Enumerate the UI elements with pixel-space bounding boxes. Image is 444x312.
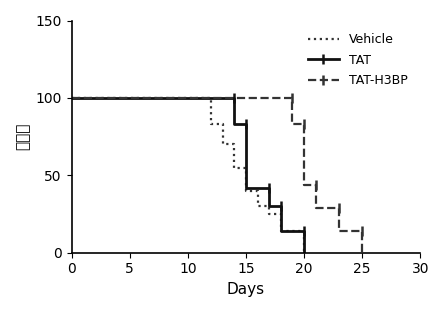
Vehicle xyxy=(266,212,272,216)
TAT xyxy=(243,186,249,190)
TAT-H3BP xyxy=(69,96,74,100)
Vehicle xyxy=(301,229,307,233)
TAT-H3BP xyxy=(360,251,365,255)
Vehicle xyxy=(266,204,272,208)
TAT-H3BP xyxy=(301,122,307,126)
Vehicle xyxy=(278,229,283,233)
Vehicle xyxy=(243,166,249,169)
Legend: Vehicle, TAT, TAT-H3BP: Vehicle, TAT, TAT-H3BP xyxy=(301,27,414,93)
TAT-H3BP xyxy=(336,229,341,233)
Vehicle xyxy=(208,96,214,100)
TAT xyxy=(69,96,74,100)
TAT-H3BP xyxy=(336,206,341,210)
Vehicle xyxy=(243,189,249,193)
TAT xyxy=(232,96,237,100)
Vehicle xyxy=(232,143,237,146)
TAT xyxy=(266,186,272,190)
Line: TAT-H3BP: TAT-H3BP xyxy=(71,98,362,253)
Vehicle xyxy=(278,212,283,216)
TAT xyxy=(278,204,283,208)
TAT xyxy=(301,251,307,255)
TAT xyxy=(232,122,237,126)
Vehicle xyxy=(208,122,214,126)
TAT xyxy=(266,204,272,208)
TAT-H3BP xyxy=(313,183,318,187)
Y-axis label: 生存率: 生存率 xyxy=(15,123,30,150)
TAT-H3BP xyxy=(313,206,318,210)
Line: Vehicle: Vehicle xyxy=(71,98,304,253)
TAT-H3BP xyxy=(266,96,272,100)
TAT xyxy=(278,229,283,233)
Vehicle xyxy=(220,143,226,146)
TAT xyxy=(301,229,307,233)
TAT-H3BP xyxy=(290,96,295,100)
TAT-H3BP xyxy=(290,122,295,126)
Line: TAT: TAT xyxy=(71,98,304,253)
Vehicle xyxy=(232,166,237,169)
TAT xyxy=(243,122,249,126)
Vehicle xyxy=(220,122,226,126)
X-axis label: Days: Days xyxy=(227,282,265,297)
Vehicle xyxy=(255,204,260,208)
Vehicle xyxy=(301,251,307,255)
TAT-H3BP xyxy=(301,183,307,187)
Vehicle xyxy=(69,96,74,100)
TAT-H3BP xyxy=(360,229,365,233)
TAT-H3BP xyxy=(266,96,272,100)
Vehicle xyxy=(255,189,260,193)
